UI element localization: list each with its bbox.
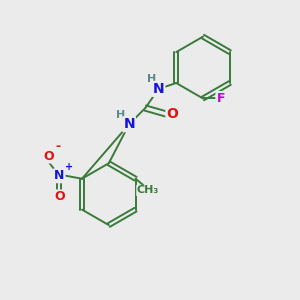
Text: O: O [167,107,178,121]
Text: N: N [54,169,64,182]
Text: -: - [56,140,61,153]
Text: O: O [44,149,54,163]
Text: +: + [64,162,73,172]
Text: H: H [116,110,125,120]
Text: O: O [54,190,64,203]
Text: CH₃: CH₃ [137,185,159,196]
Text: N: N [123,117,135,131]
Text: F: F [216,92,225,105]
Text: H: H [147,74,156,84]
Text: N: N [153,82,164,96]
